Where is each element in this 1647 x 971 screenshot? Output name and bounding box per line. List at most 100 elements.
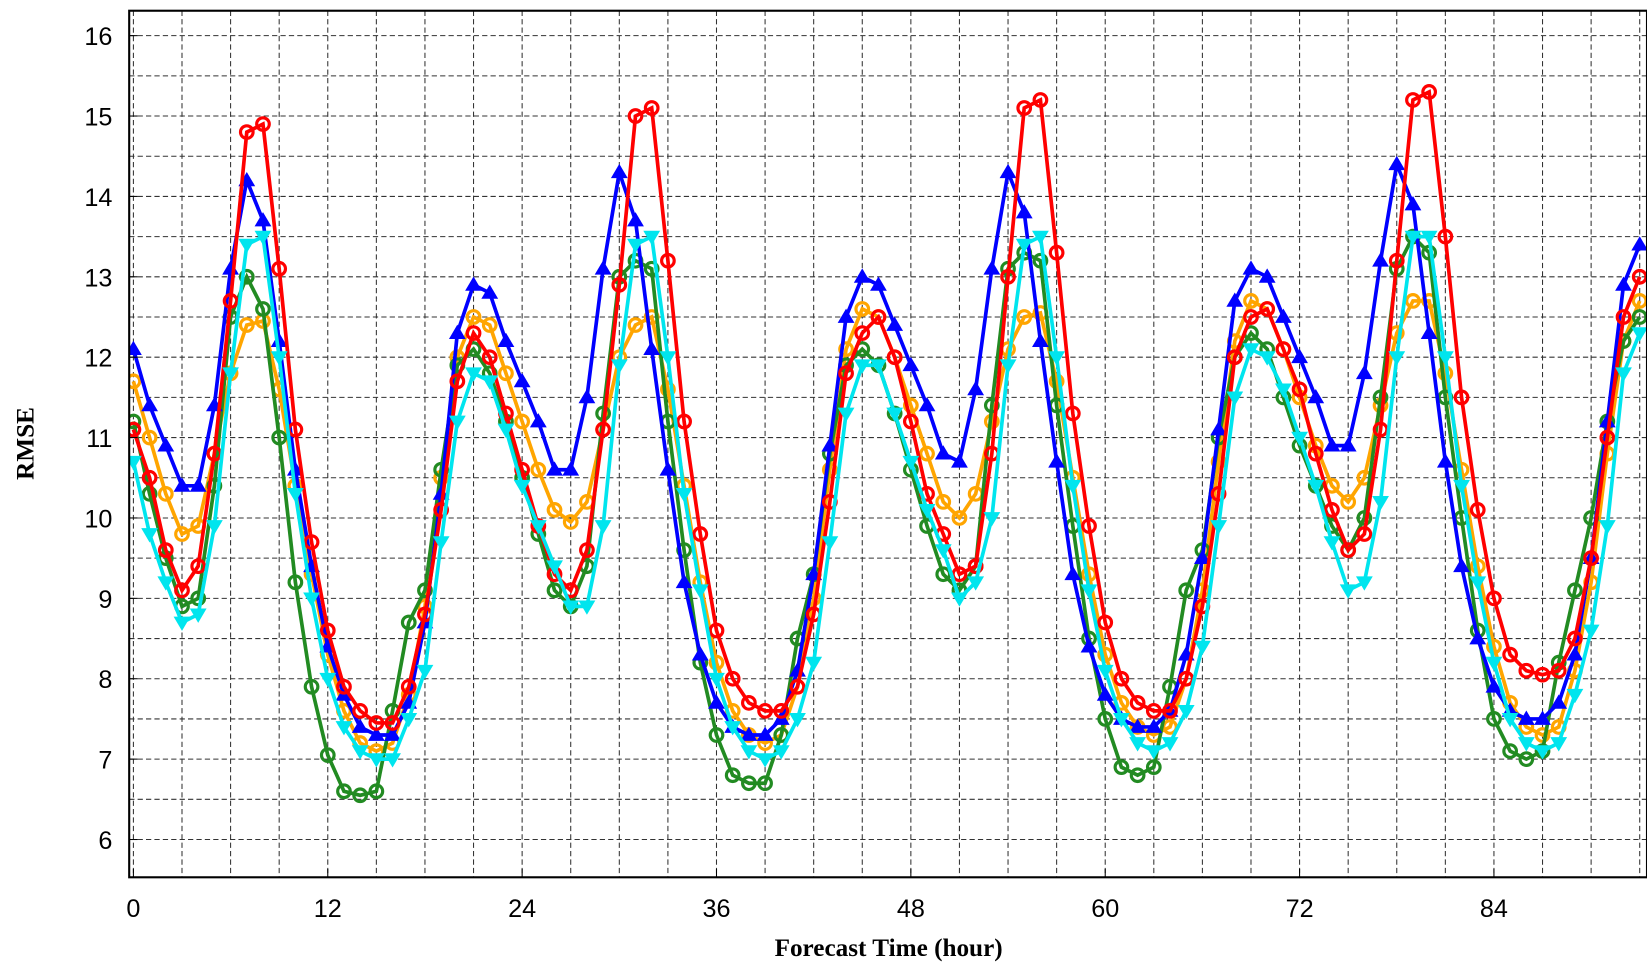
marker <box>1323 536 1341 551</box>
marker <box>174 526 190 542</box>
marker <box>870 359 887 374</box>
marker <box>659 461 677 476</box>
marker <box>303 592 320 607</box>
marker <box>1567 582 1583 599</box>
marker <box>999 163 1017 179</box>
marker <box>578 600 596 615</box>
marker <box>1032 230 1049 246</box>
marker <box>1583 550 1599 567</box>
marker <box>1129 718 1147 733</box>
marker <box>708 622 725 639</box>
marker <box>772 745 790 760</box>
marker <box>756 726 774 741</box>
y-tick-label: 8 <box>98 666 112 694</box>
marker <box>303 678 320 695</box>
marker <box>1177 705 1195 720</box>
marker <box>352 787 369 804</box>
marker <box>1502 646 1519 663</box>
marker <box>886 316 904 331</box>
marker <box>174 582 190 599</box>
marker <box>1048 453 1066 468</box>
marker <box>222 367 239 382</box>
marker <box>1210 485 1227 502</box>
marker <box>255 116 271 132</box>
marker <box>1162 703 1178 719</box>
marker <box>951 510 968 526</box>
marker <box>757 703 773 719</box>
marker <box>708 694 725 709</box>
marker <box>1193 549 1211 565</box>
marker <box>1291 348 1308 364</box>
marker <box>368 715 385 731</box>
grid <box>129 10 1647 878</box>
marker <box>741 775 757 792</box>
marker <box>190 558 207 575</box>
marker <box>546 582 563 599</box>
marker <box>1210 421 1227 436</box>
plot-data <box>129 84 1647 804</box>
marker <box>351 718 369 733</box>
marker <box>789 678 806 695</box>
marker <box>1355 576 1373 591</box>
marker <box>918 397 936 412</box>
marker <box>1129 737 1147 752</box>
marker <box>189 608 207 623</box>
marker <box>336 678 352 695</box>
marker <box>1631 236 1647 251</box>
marker <box>530 461 547 478</box>
marker <box>1567 630 1583 647</box>
marker <box>141 397 159 412</box>
marker <box>1436 351 1454 366</box>
marker <box>1307 388 1325 404</box>
marker <box>141 469 158 486</box>
marker <box>367 726 385 741</box>
marker <box>951 453 968 468</box>
marker <box>821 437 839 452</box>
marker <box>837 308 855 323</box>
marker <box>902 397 919 414</box>
marker <box>141 485 158 502</box>
marker <box>1145 718 1163 733</box>
marker <box>1242 260 1260 275</box>
marker <box>676 413 692 430</box>
marker <box>1113 670 1130 687</box>
marker <box>384 715 401 731</box>
marker <box>708 672 725 688</box>
marker <box>465 367 482 382</box>
marker <box>1080 638 1098 653</box>
marker <box>660 381 676 398</box>
marker <box>1615 276 1632 291</box>
marker <box>1388 155 1406 171</box>
marker <box>967 558 984 575</box>
marker <box>610 163 628 179</box>
marker <box>481 375 499 390</box>
marker <box>1340 542 1357 558</box>
marker <box>1243 293 1259 309</box>
marker <box>659 351 677 366</box>
marker <box>529 520 547 535</box>
marker <box>498 365 514 382</box>
marker <box>1485 656 1503 672</box>
marker <box>594 520 612 535</box>
marker <box>1404 230 1422 246</box>
x-tick-label: 24 <box>508 895 536 923</box>
y-axis-title: RMSE <box>13 407 40 480</box>
marker <box>1113 759 1130 776</box>
marker <box>303 534 320 550</box>
y-tick-label: 11 <box>86 425 112 453</box>
marker <box>854 325 871 341</box>
marker <box>1404 196 1422 211</box>
marker <box>886 349 903 366</box>
marker <box>838 341 854 358</box>
marker <box>1405 92 1421 108</box>
marker <box>579 542 595 558</box>
marker <box>497 423 515 438</box>
marker <box>1242 343 1260 358</box>
marker <box>1550 737 1568 752</box>
marker <box>562 600 580 615</box>
marker <box>757 775 773 792</box>
marker <box>740 745 758 760</box>
marker <box>384 753 401 768</box>
marker <box>1469 630 1487 645</box>
y-tick-label: 12 <box>84 345 112 373</box>
